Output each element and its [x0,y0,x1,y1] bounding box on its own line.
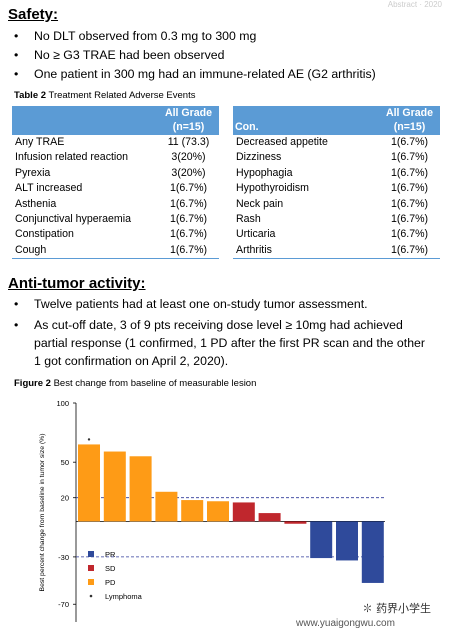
table-label: Table 2 [14,90,47,101]
bar-PR [310,521,333,559]
event-count: 1(6.7%) [169,228,208,241]
event-count: 1(6.7%) [169,197,208,210]
bar-PR [361,521,384,583]
adverse-events-table-right: Con. All Grade (n=15) Decreased appetite 1… [233,106,440,260]
bar-PD [78,444,100,522]
event-name: Infusion related reaction [15,151,129,164]
header-all-grade: All Grade [158,106,219,120]
event-name: ALT increased [15,182,83,195]
table-left-row: Pyrexia 3(20%) [12,166,219,181]
table-left-row: ALT increased 1(6.7%) [12,181,219,196]
bar-PD [181,500,204,522]
table-left-row: Cough 1(6.7%) [12,242,219,260]
event-name: Pyrexia [15,166,51,179]
bar-PD [129,456,152,522]
brand-watermark: ✽ 药界小学生 [362,603,432,615]
event-count: 1(6.7%) [390,197,429,210]
event-name: Asthenia [15,197,57,210]
event-count: 1(6.7%) [390,182,429,195]
legend-swatch-PD [88,579,94,585]
brand-icon: ✽ [362,603,373,615]
figure-label: Figure 2 [14,378,51,389]
event-count: 1(6.7%) [390,151,429,164]
legend-swatch-PR [88,551,94,557]
y-axis-label: Best percent change from baseline in tum… [39,434,46,592]
site-watermark: www.yuaigongwu.com [296,618,395,629]
table-right-row: Decreased appetite 1(6.7%) [233,134,440,151]
figure-caption: Figure 2 Best change from baseline of me… [14,378,256,389]
event-name: Dizziness [236,151,282,164]
y-tick-label: 50 [61,458,69,467]
event-name: Rash [236,213,261,226]
table-left-row: Conjunctival hyperaemia 1(6.7%) [12,212,219,227]
lymphoma-marker [87,438,91,441]
y-tick-label: 100 [56,399,69,408]
event-count: 1(6.7%) [379,134,440,151]
bar-SD [284,521,307,524]
event-count: 1(6.7%) [379,242,440,260]
table-left-row: Asthenia 1(6.7%) [12,197,219,212]
event-name: Conjunctival hyperaemia [15,213,132,226]
table-left-row: Infusion related reaction 3(20%) [12,150,219,165]
legend-label: Lymphoma [105,592,143,601]
figure-title: Best change from baseline of measurable … [53,378,257,389]
bar-PD [207,501,229,522]
event-count: 1(6.7%) [169,213,208,226]
top-watermark: Abstract · 2020 [387,0,442,9]
antitumor-heading: Anti-tumor activity: [8,275,146,292]
table-right-row: Urticaria 1(6.7%) [233,227,440,242]
legend-label: PR [105,550,116,559]
event-count: 3(20%) [171,166,206,179]
event-name: Any TRAE [12,134,158,151]
legend-label: PD [105,578,116,587]
adverse-events-table-left: All Grade (n=15) Any TRAE 11 (73.3) Infusi… [12,106,219,260]
table-right-row: Arthritis 1(6.7%) [233,242,440,260]
table-right-row: Hypophagia 1(6.7%) [233,166,440,181]
y-tick-label: -70 [58,600,69,609]
table-caption: Table 2 Treatment Related Adverse Events [14,90,195,101]
event-name: Decreased appetite [233,134,379,151]
event-count: 3(20%) [171,151,206,164]
y-tick-label: 20 [61,494,69,503]
event-name: Urticaria [236,228,276,241]
event-count: 1(6.7%) [390,228,429,241]
bar-SD [258,513,281,522]
table-right-row: Neck pain 1(6.7%) [233,197,440,212]
event-name: Hypophagia [236,166,293,179]
event-name: Hypothyroidism [236,182,310,195]
header-con: Con. [233,106,379,135]
table-right-row: Dizziness 1(6.7%) [233,150,440,165]
event-count: 1(6.7%) [390,166,429,179]
table-right-row: Hypothyroidism 1(6.7%) [233,181,440,196]
bar-SD [232,502,255,522]
waterfall-chart: 100 50 20 -30 -70 Best percent change from ba… [39,399,385,622]
legend-label: SD [105,564,116,573]
event-count: 1(6.7%) [158,242,219,260]
table-right-row: Rash 1(6.7%) [233,212,440,227]
table-left-row: Any TRAE 11 (73.3) [12,134,219,151]
table-left-row: Constipation 1(6.7%) [12,227,219,242]
y-tick-label: -30 [58,553,69,562]
legend-lymphoma-marker [89,594,93,598]
event-count: 1(6.7%) [390,213,429,226]
safety-heading: Safety: [8,6,59,23]
event-name: Neck pain [236,197,284,210]
table-title: Treatment Related Adverse Events [48,90,196,101]
bar-PD [155,491,178,522]
event-name: Arthritis [233,242,379,260]
event-count: 11 (73.3) [158,134,219,151]
bar-PR [336,521,358,561]
bar-PD [103,451,126,522]
event-count: 1(6.7%) [169,182,208,195]
event-name: Cough [12,242,158,260]
event-name: Constipation [15,228,74,241]
legend-swatch-SD [88,565,94,571]
header-n: (n=15) [158,120,219,135]
